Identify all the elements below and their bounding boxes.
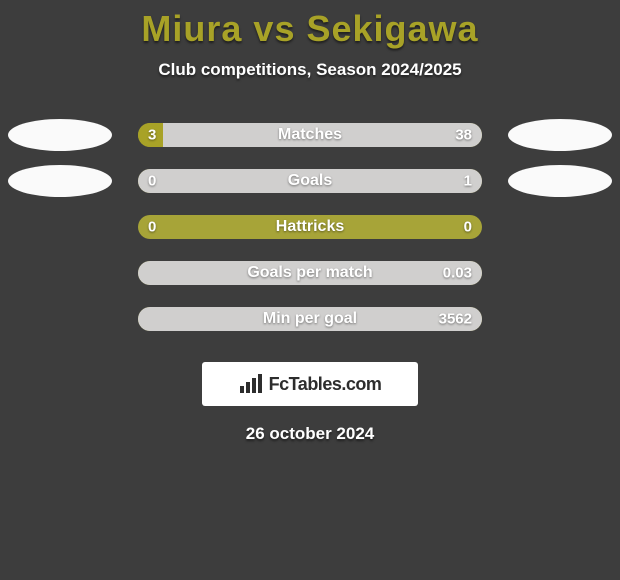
stat-row: Min per goal 3562 bbox=[0, 296, 620, 342]
stat-row: Goals 0 1 bbox=[0, 158, 620, 204]
stat-bar: Matches 3 38 bbox=[138, 123, 482, 147]
stat-value-left: 0 bbox=[148, 219, 156, 236]
stat-value-right: 3562 bbox=[439, 311, 472, 328]
stat-row: Matches 3 38 bbox=[0, 112, 620, 158]
stat-label: Goals bbox=[288, 172, 332, 190]
stat-value-right: 1 bbox=[464, 173, 472, 190]
page-title: Miura vs Sekigawa bbox=[0, 0, 620, 50]
stat-value-right: 38 bbox=[455, 127, 472, 144]
bars-icon bbox=[239, 374, 263, 394]
stat-value-left: 0 bbox=[148, 173, 156, 190]
stat-bar: Goals per match 0.03 bbox=[138, 261, 482, 285]
stat-bar: Goals 0 1 bbox=[138, 169, 482, 193]
branding-badge: FcTables.com bbox=[202, 362, 418, 406]
stat-row: Goals per match 0.03 bbox=[0, 250, 620, 296]
stats-area: Matches 3 38 Goals 0 1 Hattricks 0 0 Goals per ma… bbox=[0, 112, 620, 342]
stat-label: Goals per match bbox=[247, 264, 372, 282]
stat-row: Hattricks 0 0 bbox=[0, 204, 620, 250]
avatar-right bbox=[508, 119, 612, 151]
stat-label: Matches bbox=[278, 126, 342, 144]
avatar-left bbox=[8, 165, 112, 197]
stat-bar: Hattricks 0 0 bbox=[138, 215, 482, 239]
comparison-infographic: Miura vs Sekigawa Club competitions, Sea… bbox=[0, 0, 620, 580]
avatar-right bbox=[508, 165, 612, 197]
date-text: 26 october 2024 bbox=[0, 424, 620, 444]
stat-value-right: 0 bbox=[464, 219, 472, 236]
stat-label: Hattricks bbox=[276, 218, 344, 236]
subtitle: Club competitions, Season 2024/2025 bbox=[0, 60, 620, 80]
stat-label: Min per goal bbox=[263, 310, 357, 328]
branding-text: FcTables.com bbox=[269, 374, 382, 395]
stat-value-right: 0.03 bbox=[443, 265, 472, 282]
avatar-left bbox=[8, 119, 112, 151]
stat-bar: Min per goal 3562 bbox=[138, 307, 482, 331]
stat-value-left: 3 bbox=[148, 127, 156, 144]
